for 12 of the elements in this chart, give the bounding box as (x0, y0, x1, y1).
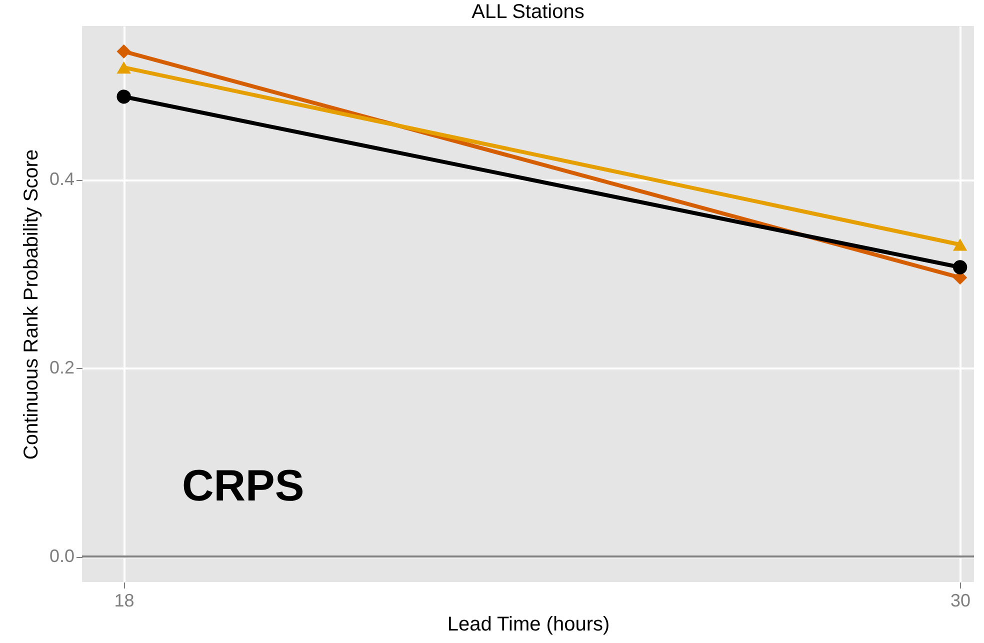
x-axis-title: Lead Time (hours) (447, 614, 610, 636)
point (952, 260, 968, 274)
x-tick-label: 18 (114, 590, 134, 610)
annotation: CRPS (182, 461, 304, 510)
y-tick-label: 0.2 (49, 358, 74, 378)
y-axis-title: Continuous Rank Probability Score (20, 149, 42, 460)
x-tick-label: 30 (950, 590, 971, 610)
y-tick-label: 0.4 (49, 169, 74, 190)
chart-title: ALL Stations (472, 1, 584, 23)
point (116, 44, 131, 59)
y-tick-label: 0.0 (49, 546, 74, 566)
point (116, 90, 131, 104)
